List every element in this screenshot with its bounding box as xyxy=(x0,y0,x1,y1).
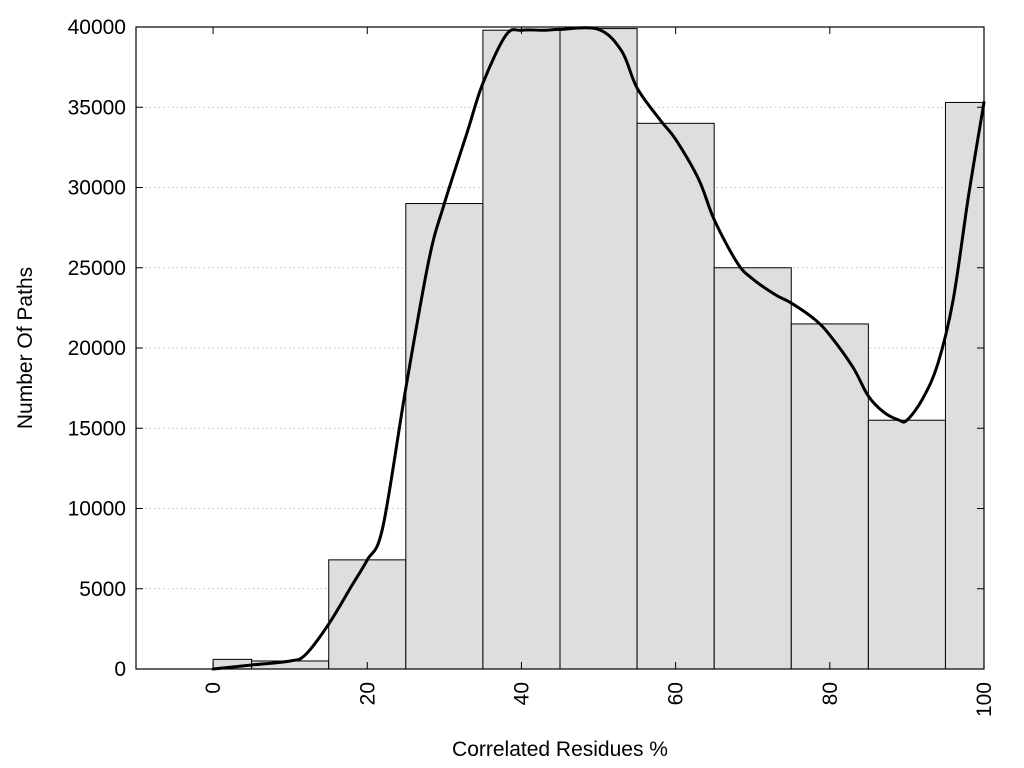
x-tick-label-3: 60 xyxy=(665,682,688,705)
bar-6 xyxy=(636,122,715,670)
y-tick-label-3: 15000 xyxy=(68,417,126,440)
bar-3 xyxy=(405,203,484,670)
x-tick-label-4: 80 xyxy=(819,682,842,705)
y-axis-ticks: 0 5000 10000 15000 20000 25000 30000 35000 40000 xyxy=(68,16,984,681)
x-tick-label-5: 100 xyxy=(973,682,996,717)
bar-8 xyxy=(790,323,869,670)
x-axis-label: Correlated Residues % xyxy=(452,738,668,761)
bar-5 xyxy=(559,28,638,670)
y-tick-label-5: 25000 xyxy=(68,257,126,280)
x-tick-label-0: 0 xyxy=(202,682,225,694)
y-tick-label-2: 10000 xyxy=(68,498,126,521)
bar-4 xyxy=(482,29,561,670)
y-tick-label-1: 5000 xyxy=(79,578,126,601)
bar-2 xyxy=(328,559,407,670)
x-axis-ticks: 0 20 40 60 80 100 xyxy=(202,27,996,717)
histogram-bars xyxy=(212,28,985,670)
bar-7 xyxy=(713,267,792,670)
x-tick-label-1: 20 xyxy=(356,682,379,705)
bar-10 xyxy=(944,101,985,670)
y-tick-label-0: 0 xyxy=(114,658,126,681)
y-tick-label-8: 40000 xyxy=(68,16,126,39)
y-tick-label-7: 35000 xyxy=(68,96,126,119)
y-axis-label: Number Of Paths xyxy=(14,267,37,429)
density-curve xyxy=(211,26,986,671)
y-tick-label-4: 20000 xyxy=(68,337,126,360)
x-tick-label-2: 40 xyxy=(510,682,533,705)
density-curve-layer xyxy=(211,26,986,671)
y-tick-label-6: 30000 xyxy=(68,177,126,200)
bar-9 xyxy=(867,419,946,670)
